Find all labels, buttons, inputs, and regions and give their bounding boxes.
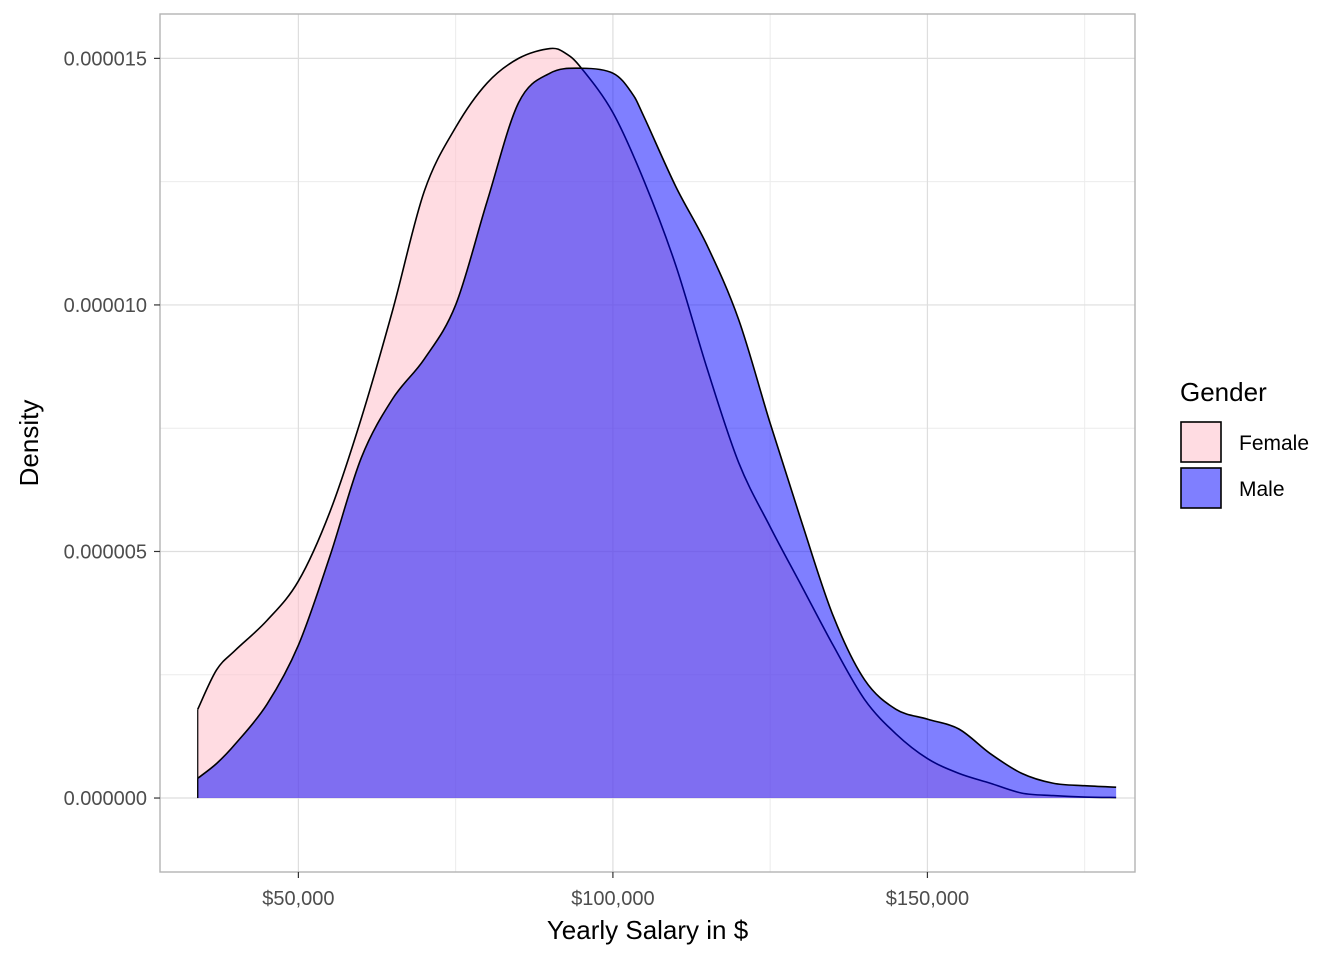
x-tick-label: $150,000 xyxy=(886,888,969,910)
density-series xyxy=(197,47,1117,799)
legend: Gender Female Male xyxy=(1180,377,1309,509)
x-axis-ticks: $50,000 $100,000 $150,000 xyxy=(262,872,969,910)
legend-label-male: Male xyxy=(1239,478,1285,501)
y-tick-label: 0.000010 xyxy=(64,295,147,317)
density-area-male xyxy=(197,68,1117,799)
x-tick-label: $100,000 xyxy=(571,888,654,910)
legend-label-female: Female xyxy=(1239,432,1309,455)
y-axis-title: Density xyxy=(14,400,44,487)
x-tick-label: $50,000 xyxy=(262,888,334,910)
panel-border xyxy=(159,13,1136,873)
legend-items: Female Male xyxy=(1180,421,1309,509)
y-tick-label: 0.000015 xyxy=(64,48,147,70)
x-axis-title: Yearly Salary in $ xyxy=(547,915,749,945)
y-tick-label: 0.000005 xyxy=(64,541,147,563)
legend-swatch-female xyxy=(1180,421,1222,463)
legend-swatch-male xyxy=(1180,467,1222,509)
y-axis-ticks: 0.000000 0.000005 0.000010 0.000015 xyxy=(64,48,160,810)
y-tick-label: 0.000000 xyxy=(64,788,147,810)
legend-title: Gender xyxy=(1180,377,1267,407)
density-line-male xyxy=(197,67,1117,788)
